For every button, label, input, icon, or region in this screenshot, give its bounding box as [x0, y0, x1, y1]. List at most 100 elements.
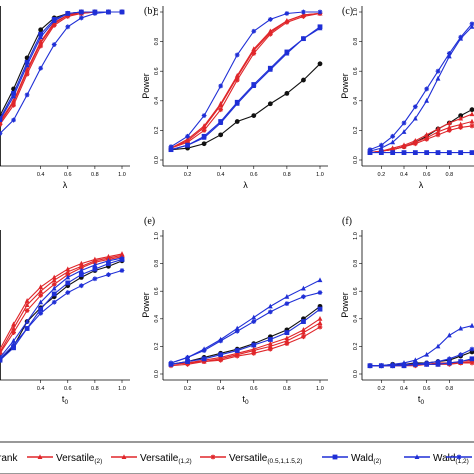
- x-tick-label: 0.2: [184, 386, 192, 392]
- data-point: [11, 342, 16, 348]
- data-point: [412, 361, 418, 367]
- series-line: [170, 26, 321, 151]
- data-point: [11, 325, 16, 331]
- y-tick-label: 0.2: [154, 127, 160, 135]
- data-point: [267, 101, 273, 107]
- series-line: [0, 11, 122, 134]
- series-line: [0, 269, 123, 360]
- panel-label: (e): [144, 216, 155, 227]
- x-tick-label: 0.6: [423, 172, 431, 178]
- data-point: [185, 142, 190, 148]
- x-axis-title: λ: [243, 180, 248, 190]
- x-tick-label: 0.8: [446, 172, 454, 178]
- data-point: [317, 306, 323, 312]
- data-point: [458, 125, 464, 130]
- chart-panel: 0.2 0.4 0.6 0.8 0.0 0.2 0.4 0.6 0.8 1.0 λ Power (c): [340, 6, 474, 190]
- data-point: [38, 310, 44, 316]
- data-point: [11, 91, 16, 96]
- data-point: [390, 139, 396, 145]
- data-point: [234, 100, 240, 106]
- data-point: [106, 261, 111, 266]
- data-point: [458, 121, 464, 127]
- data-point: [378, 150, 384, 155]
- data-point: [24, 59, 30, 65]
- data-point: [446, 360, 452, 366]
- data-point: [458, 359, 464, 364]
- data-point: [401, 361, 407, 367]
- data-point: [317, 324, 323, 330]
- y-tick-label: 1.0: [154, 8, 160, 16]
- data-point: [11, 330, 16, 335]
- data-point: [251, 350, 257, 356]
- data-point: [435, 359, 441, 364]
- y-tick-label: 0.0: [154, 156, 160, 164]
- data-point: [284, 19, 290, 25]
- data-point: [234, 348, 240, 353]
- series-line: [170, 11, 320, 148]
- data-point: [469, 107, 474, 113]
- data-point: [51, 22, 57, 28]
- data-point: [378, 363, 384, 369]
- y-tick-label: 0.2: [353, 127, 359, 135]
- data-point: [401, 129, 407, 134]
- data-point: [458, 325, 464, 331]
- data-point: [251, 51, 257, 56]
- data-point: [301, 329, 306, 335]
- series-group: [367, 150, 474, 155]
- data-point: [218, 352, 224, 358]
- data-point: [218, 120, 224, 125]
- data-point: [284, 91, 290, 96]
- series-line: [0, 257, 123, 358]
- legend-marker: [37, 454, 43, 459]
- data-point: [78, 283, 84, 289]
- series-line: [170, 12, 321, 149]
- data-point: [51, 299, 57, 305]
- data-point: [446, 128, 452, 133]
- data-point: [65, 290, 71, 295]
- data-point: [424, 132, 430, 137]
- data-point: [267, 346, 273, 352]
- data-point: [284, 11, 290, 16]
- series-line: [370, 325, 473, 367]
- series-group: [367, 356, 474, 369]
- data-point: [469, 21, 474, 27]
- series-line: [369, 113, 473, 154]
- data-point: [92, 11, 98, 16]
- data-point: [284, 330, 290, 335]
- data-point: [24, 318, 30, 324]
- x-tick-label: 0.4: [217, 386, 225, 392]
- legend-marker: [210, 454, 216, 460]
- data-point: [412, 141, 418, 147]
- data-point: [446, 150, 452, 155]
- data-point: [458, 113, 464, 118]
- data-point: [446, 124, 452, 130]
- x-tick-label: 0.6: [250, 172, 258, 178]
- legend-box: [0, 441, 474, 474]
- data-point: [24, 298, 30, 303]
- data-point: [38, 43, 44, 49]
- series-line: [369, 120, 473, 154]
- x-tick-label: 0.4: [217, 172, 225, 178]
- series-line: [170, 279, 321, 364]
- y-tick-label: 0.8: [353, 38, 359, 46]
- data-point: [38, 31, 44, 37]
- x-tick-label: 0.8: [91, 172, 99, 178]
- x-tick-label: 0.8: [283, 172, 291, 178]
- x-tick-label: 0.8: [91, 386, 99, 392]
- data-point: [424, 98, 430, 103]
- chart-panel: 0.4 0.6 0.8 1.0 λ: [0, 6, 130, 190]
- data-point: [469, 360, 474, 366]
- y-tick-label: 1.0: [353, 8, 359, 16]
- data-point: [218, 357, 224, 363]
- x-tick-label: 0.2: [378, 386, 386, 392]
- data-point: [38, 299, 44, 305]
- x-tick-label: 0.2: [184, 172, 192, 178]
- chart-panel: 0.2 0.4 0.6 0.8 0.0 0.2 0.4 0.6 0.8 1.0 t0 Power (f): [340, 216, 474, 406]
- data-point: [446, 120, 452, 125]
- x-tick-label: 0.8: [446, 386, 454, 392]
- panel-label: (c): [342, 6, 353, 17]
- data-point: [301, 327, 306, 332]
- data-point: [267, 17, 273, 22]
- y-tick-label: 1.0: [353, 232, 359, 240]
- data-point: [267, 337, 273, 342]
